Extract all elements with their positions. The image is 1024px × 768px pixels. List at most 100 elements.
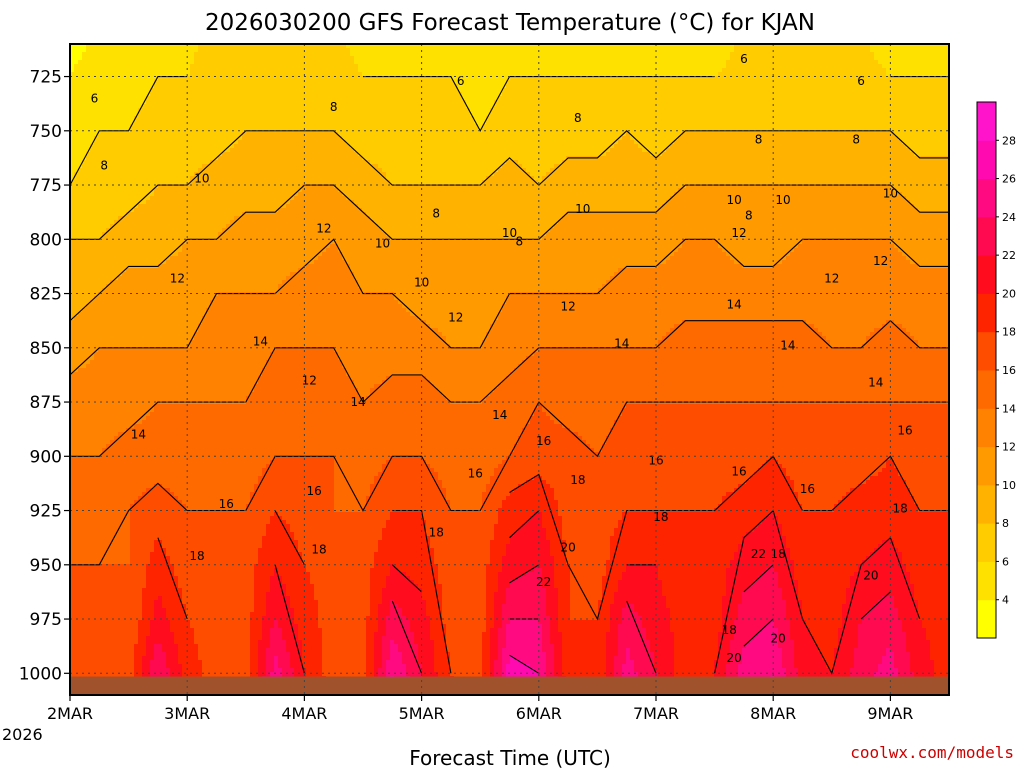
field-cell (82, 520, 87, 525)
field-cell (90, 204, 95, 209)
field-cell (86, 532, 91, 537)
field-cell (78, 480, 83, 485)
field-cell (94, 384, 99, 389)
field-cell (82, 436, 87, 441)
field-cell (98, 272, 103, 277)
field-cell (94, 428, 99, 433)
field-cell (102, 636, 107, 641)
field-cell (106, 312, 111, 317)
field-cell (98, 196, 103, 201)
field-cell (102, 316, 107, 321)
field-cell (98, 664, 103, 669)
field-cell (82, 420, 87, 425)
field-cell (90, 468, 95, 473)
field-cell (102, 576, 107, 581)
field-cell (90, 556, 95, 561)
field-cell (86, 236, 91, 241)
field-cell (90, 256, 95, 261)
field-cell (74, 584, 79, 589)
field-cell (74, 376, 79, 381)
field-cell (74, 416, 79, 421)
field-cell (90, 364, 95, 369)
field-cell (102, 544, 107, 549)
field-cell (106, 92, 111, 97)
field-cell (86, 412, 91, 417)
field-cell (102, 188, 107, 193)
field-cell (98, 264, 103, 269)
field-cell (78, 468, 83, 473)
field-cell (94, 460, 99, 465)
field-cell (90, 292, 95, 297)
field-cell (98, 660, 103, 665)
field-cell (86, 340, 91, 345)
field-cell (78, 488, 83, 493)
field-cell (94, 140, 99, 145)
field-cell (74, 356, 79, 361)
field-cell (106, 64, 111, 69)
field-cell (102, 536, 107, 541)
field-cell (90, 472, 95, 477)
field-cell (86, 664, 91, 669)
field-cell (102, 104, 107, 109)
field-cell (90, 72, 95, 77)
field-cell (86, 448, 91, 453)
field-cell (102, 392, 107, 397)
field-cell (106, 292, 111, 297)
field-cell (86, 384, 91, 389)
field-cell (78, 256, 83, 261)
field-cell (78, 460, 83, 465)
field-cell (82, 672, 87, 677)
field-cell (82, 252, 87, 257)
field-cell (94, 368, 99, 373)
field-cell (86, 496, 91, 501)
field-cell (78, 444, 83, 449)
field-cell (74, 468, 79, 473)
field-cell (94, 220, 99, 225)
field-cell (74, 612, 79, 617)
field-cell (74, 420, 79, 425)
field-cell (98, 668, 103, 673)
field-cell (102, 248, 107, 253)
field-cell (94, 544, 99, 549)
field-cell (78, 632, 83, 637)
field-cell (90, 316, 95, 321)
field-cell (94, 600, 99, 605)
field-cell (94, 560, 99, 565)
field-cell (86, 440, 91, 445)
field-cell (74, 248, 79, 253)
field-cell (74, 152, 79, 157)
field-cell (78, 428, 83, 433)
field-cell (82, 616, 87, 621)
field-cell (90, 164, 95, 169)
field-cell (94, 308, 99, 313)
field-cell (94, 568, 99, 573)
field-cell (102, 600, 107, 605)
field-cell (82, 56, 87, 61)
field-cell (90, 120, 95, 125)
field-cell (86, 60, 91, 65)
field-cell (78, 84, 83, 89)
field-cell (86, 272, 91, 277)
field-cell (106, 140, 111, 145)
field-cell (106, 320, 111, 325)
field-cell (90, 448, 95, 453)
field-cell (90, 624, 95, 629)
field-cell (74, 92, 79, 97)
field-cell (78, 464, 83, 469)
field-cell (102, 200, 107, 205)
field-cell (94, 592, 99, 597)
field-cell (86, 188, 91, 193)
field-cell (78, 280, 83, 285)
field-cell (82, 112, 87, 117)
field-cell (94, 648, 99, 653)
field-cell (102, 204, 107, 209)
field-cell (74, 396, 79, 401)
field-cell (94, 492, 99, 497)
field-cell (106, 268, 111, 273)
field-cell (98, 48, 103, 53)
field-cell (94, 472, 99, 477)
field-cell (74, 516, 79, 521)
field-cell (74, 544, 79, 549)
field-cell (106, 212, 111, 217)
field-cell (74, 240, 79, 245)
